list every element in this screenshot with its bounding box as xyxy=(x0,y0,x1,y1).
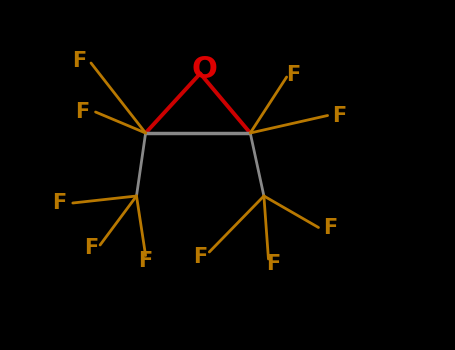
Text: F: F xyxy=(72,51,87,71)
Text: F: F xyxy=(332,105,346,126)
Text: F: F xyxy=(138,251,153,271)
Text: F: F xyxy=(84,238,98,259)
Text: O: O xyxy=(192,56,217,84)
Text: F: F xyxy=(193,247,207,267)
Text: F: F xyxy=(286,65,301,85)
Text: F: F xyxy=(52,193,66,213)
Text: F: F xyxy=(266,254,280,274)
Text: F: F xyxy=(323,217,337,238)
Text: F: F xyxy=(75,102,89,122)
